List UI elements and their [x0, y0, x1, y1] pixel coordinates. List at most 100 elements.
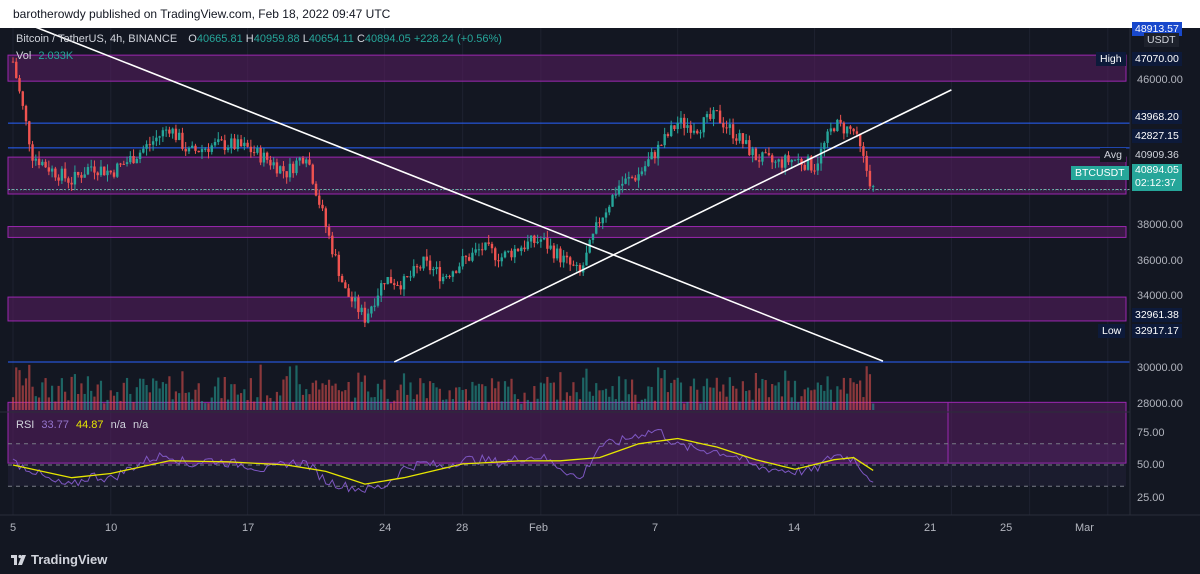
- open-label: O: [188, 33, 197, 45]
- volume-bar-252: [833, 402, 836, 410]
- zone-0: [7, 54, 1127, 82]
- volume-bar-127: [425, 398, 428, 410]
- volume-bar-246: [813, 389, 816, 410]
- volume-bar-155: [516, 398, 520, 410]
- candle-body-186: [617, 185, 621, 195]
- volume-bar-72: [246, 400, 249, 410]
- candle-body-166: [552, 245, 556, 259]
- volume-bar-120: [402, 373, 406, 410]
- volume-bar-102: [344, 390, 347, 410]
- volume-bar-69: [236, 394, 239, 410]
- volume-bar-144: [481, 384, 484, 410]
- candle-body-73: [249, 146, 253, 153]
- volume-bar-173: [575, 392, 578, 410]
- volume-bar-104: [350, 401, 353, 410]
- candle-body-145: [484, 242, 487, 250]
- candle-body-198: [656, 144, 660, 159]
- rsi-pane: [8, 428, 1126, 494]
- volume-bar-49: [171, 399, 174, 410]
- candle-body-199: [660, 144, 663, 146]
- trend-lines[interactable]: [13, 28, 952, 363]
- close-label: C: [356, 33, 365, 45]
- volume-bar-229: [758, 388, 761, 410]
- volume-bar-16: [64, 391, 67, 410]
- candle-body-134: [448, 276, 451, 278]
- volume-bar-170: [565, 392, 569, 410]
- candle-body-221: [731, 124, 735, 139]
- volume-bar-145: [484, 386, 487, 410]
- candle-body-84: [285, 171, 288, 178]
- candle-body-5: [28, 121, 31, 145]
- candle-body-31: [112, 172, 116, 177]
- candle-body-257: [849, 126, 852, 129]
- volume-bar-87: [295, 365, 298, 410]
- rsi-label: RSI: [16, 419, 35, 431]
- volume-bar-254: [839, 389, 842, 410]
- volume-bar-19: [73, 374, 77, 410]
- volume-bar-44: [155, 380, 158, 410]
- candle-body-206: [683, 117, 686, 128]
- time-tick-25: 25: [1000, 522, 1013, 534]
- volume-bar-33: [119, 400, 122, 410]
- candle-body-8: [37, 158, 41, 166]
- volume-bar-42: [148, 392, 151, 410]
- candle-body-15: [60, 168, 64, 181]
- volume-bar-2: [18, 370, 21, 410]
- volume-bar-180: [598, 390, 601, 410]
- candle-body-105: [353, 297, 357, 302]
- volume-bar-162: [539, 382, 542, 410]
- volume-bar-175: [582, 377, 585, 410]
- volume-bar-231: [764, 380, 767, 410]
- volume-bar-146: [487, 402, 490, 410]
- last-price-label: 40894.05: [1135, 164, 1179, 176]
- volume-bar-13: [54, 401, 57, 410]
- candle-body-138: [461, 256, 464, 267]
- candle-body-218: [722, 122, 725, 128]
- volume-bar-163: [543, 383, 546, 410]
- candle-body-181: [601, 217, 604, 224]
- candle-body-120: [402, 276, 406, 290]
- volume-bar-176: [585, 368, 588, 410]
- volume-bar-30: [109, 390, 112, 410]
- price-chart[interactable]: [0, 28, 1200, 545]
- volume-bar-152: [507, 386, 510, 410]
- tradingview-logo-text[interactable]: TradingView: [31, 552, 108, 567]
- candle-body-158: [526, 241, 530, 250]
- trend-line-1: [393, 89, 952, 363]
- candle-body-189: [627, 177, 631, 179]
- candle-body-57: [197, 150, 200, 153]
- volume-bar-240: [793, 380, 797, 410]
- candle-body-102: [344, 282, 347, 289]
- candle-body-117: [393, 283, 396, 285]
- candle-body-64: [220, 139, 223, 141]
- candle-body-118: [396, 284, 399, 286]
- candle-body-137: [458, 266, 461, 273]
- candle-body-225: [744, 140, 748, 144]
- avg-price-label: 40909.36: [1132, 148, 1182, 162]
- candle-body-201: [666, 134, 670, 137]
- volume-bar-142: [474, 385, 477, 410]
- volume-bar-76: [259, 364, 262, 410]
- time-tick-mar: Mar: [1075, 522, 1094, 534]
- volume-bar-59: [204, 403, 207, 410]
- volume-bar-65: [223, 376, 226, 410]
- volume-bar-125: [419, 378, 422, 410]
- tradingview-logo-icon[interactable]: [11, 553, 27, 565]
- candle-body-99: [334, 254, 337, 256]
- candle-body-207: [686, 125, 689, 128]
- volume-bar-113: [380, 389, 383, 410]
- volume-bar-154: [513, 394, 516, 410]
- candle-body-81: [275, 162, 279, 174]
- candle-body-70: [239, 139, 243, 147]
- last-price-box: 40894.05 02:12:37: [1132, 164, 1182, 191]
- volume-bar-99: [334, 383, 337, 410]
- volume-bar-39: [138, 378, 142, 410]
- candle-body-224: [741, 133, 745, 144]
- volume-bar-187: [621, 400, 624, 410]
- currency-label[interactable]: USDT: [1144, 33, 1179, 47]
- candle-body-27: [99, 166, 103, 176]
- volume-bar-226: [748, 390, 751, 410]
- volume-bar-139: [464, 389, 468, 410]
- open-value: 40665.81: [196, 33, 243, 45]
- price-top-label: 48913.57: [1132, 22, 1182, 36]
